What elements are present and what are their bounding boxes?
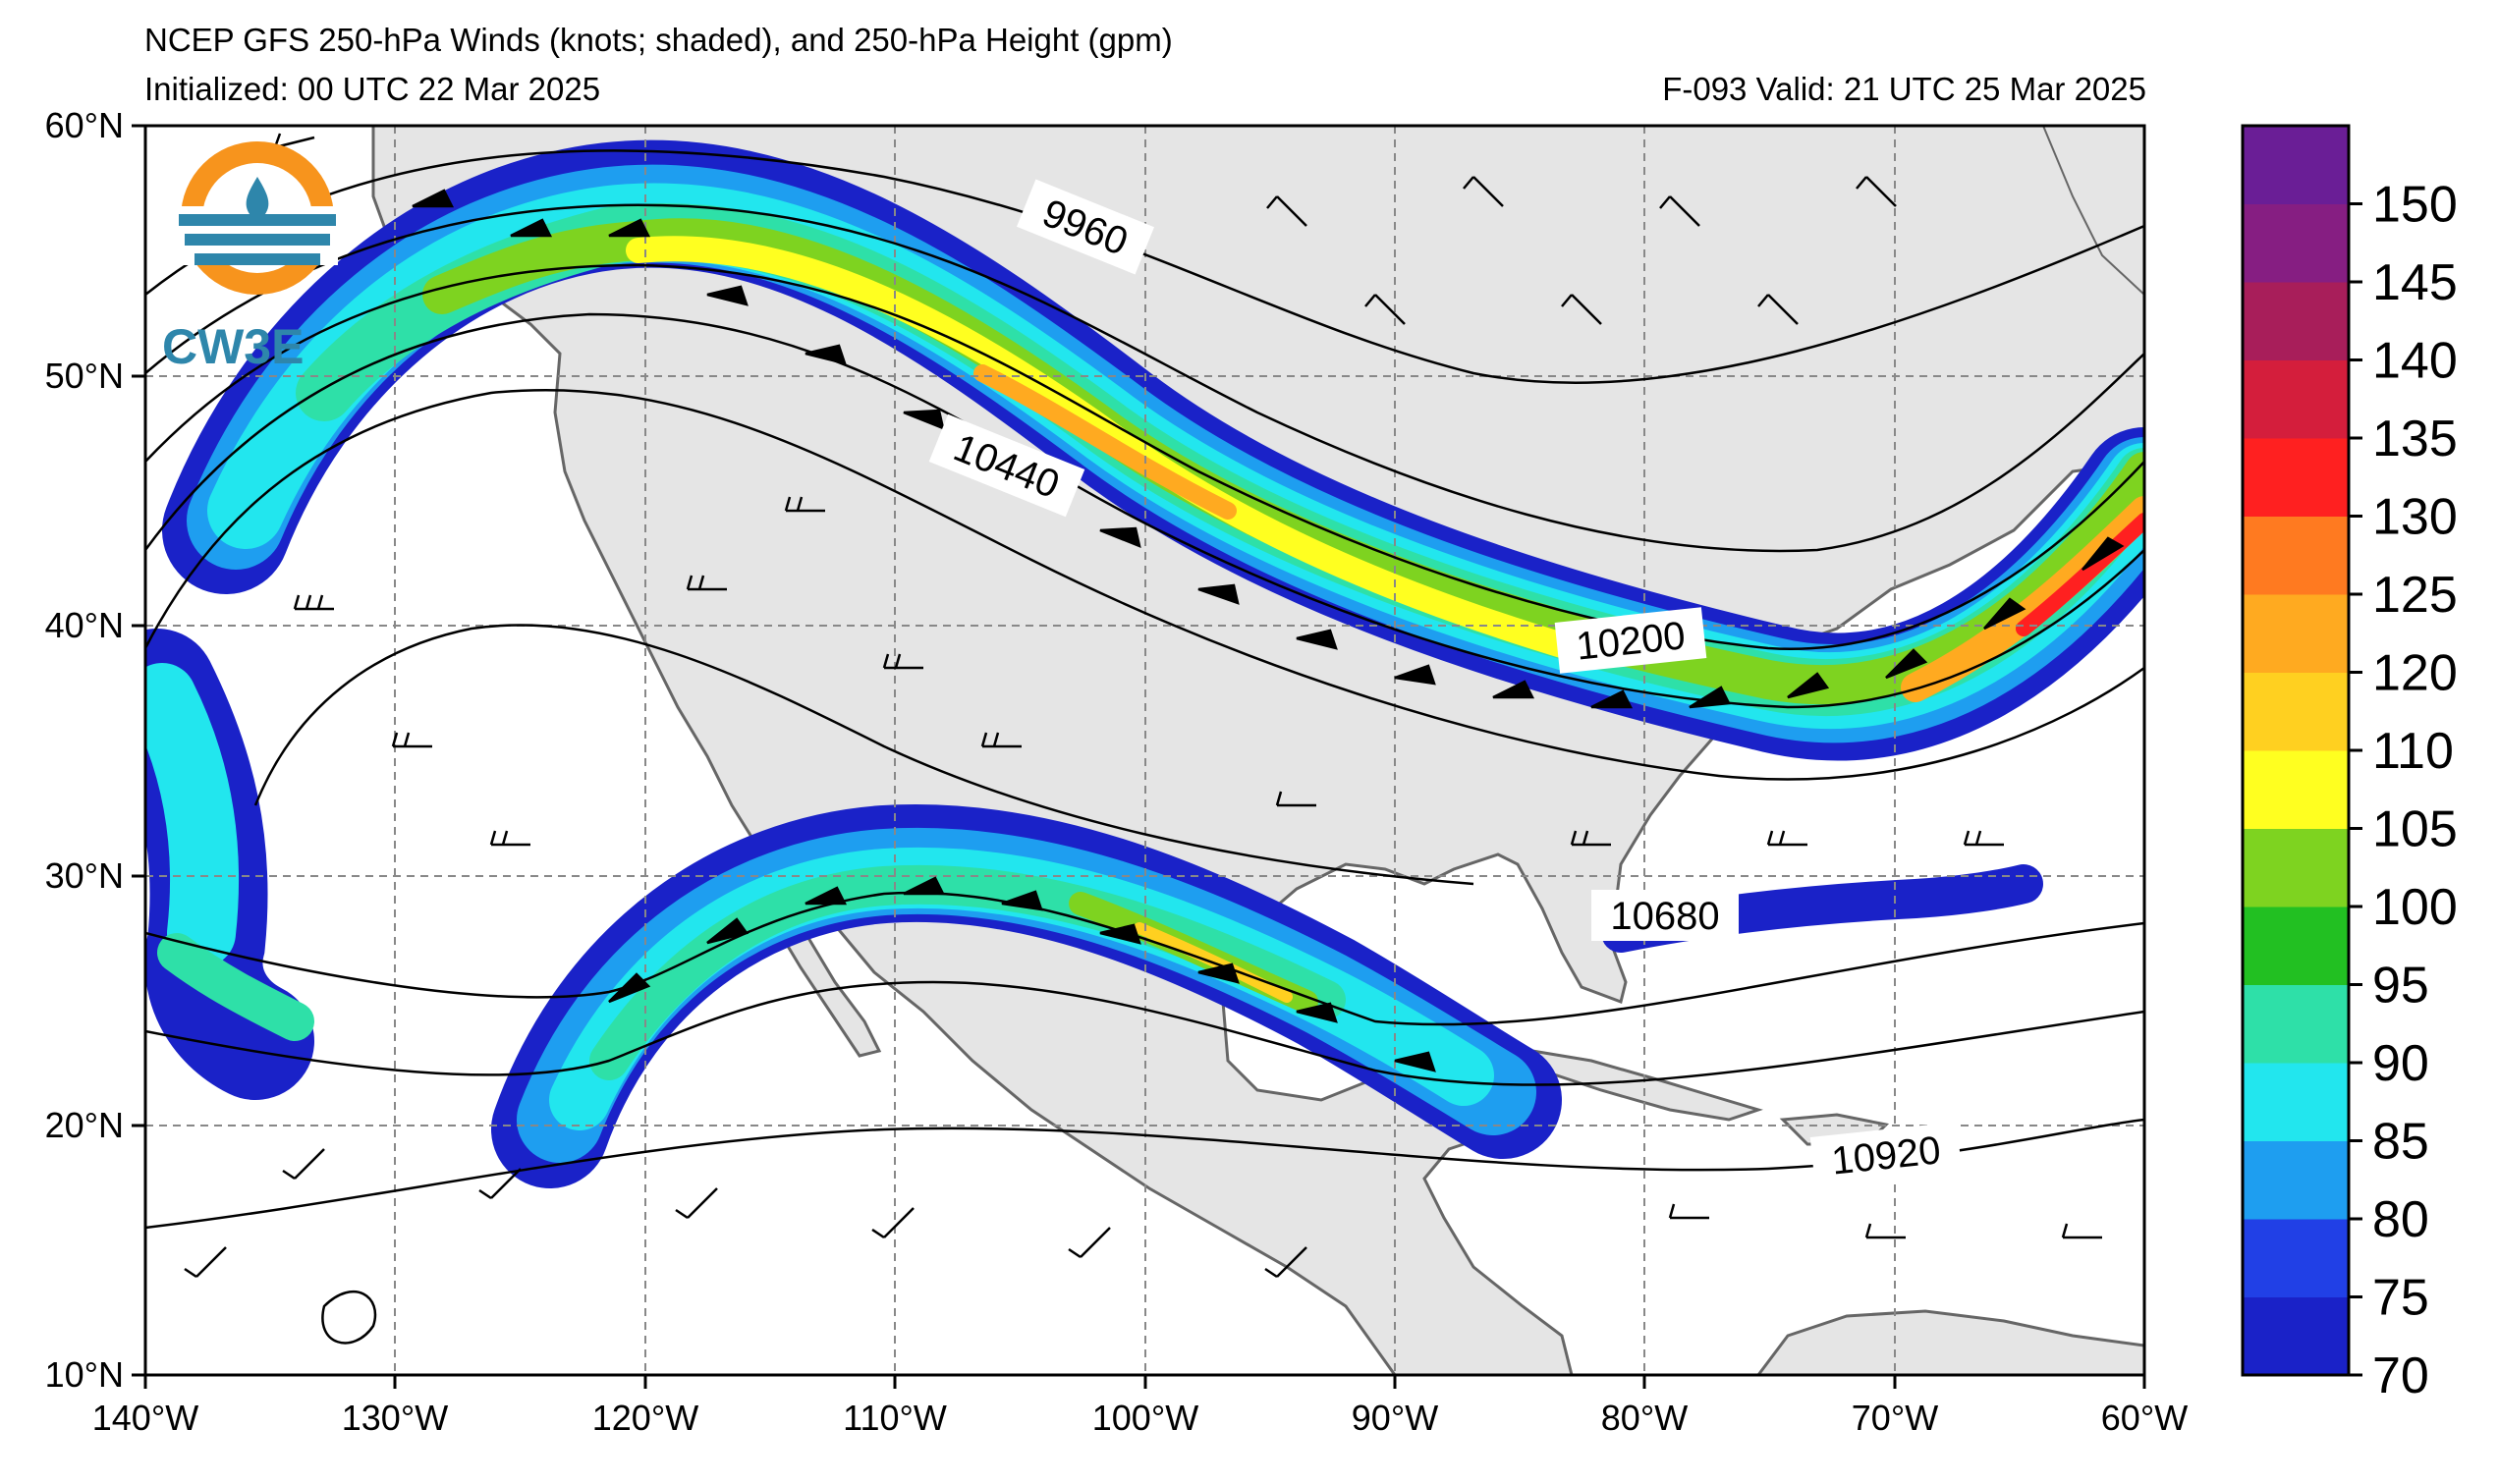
svg-text:110°W: 110°W (843, 1398, 947, 1438)
colorbar-swatch (2243, 359, 2349, 439)
contour-label-10680: 10680 (1591, 890, 1739, 941)
colorbar-tick-label: 125 (2372, 567, 2458, 624)
wind-barbs (184, 133, 2125, 1279)
colorbar-swatch (2243, 516, 2349, 595)
colorbar-tick-label: 130 (2372, 489, 2458, 546)
colorbar-tick-label: 120 (2372, 645, 2458, 702)
colorbar-tick-label: 75 (2372, 1270, 2429, 1327)
colorbar-swatch (2243, 750, 2349, 829)
south-america-land (1756, 1309, 2144, 1375)
contour-label-10920: 10920 (1809, 1122, 1963, 1188)
colorbar-tick-label: 70 (2372, 1347, 2429, 1404)
colorbar: 70 75 80 85 90 95 100 105 110 120 125 130 135 140 145 1… (2241, 124, 2458, 1404)
svg-text:80°W: 80°W (1601, 1398, 1688, 1438)
svg-text:140°W: 140°W (92, 1398, 198, 1438)
svg-text:60°N: 60°N (45, 105, 124, 145)
colorbar-swatch (2243, 203, 2349, 283)
initialized-time: Initialized: 00 UTC 22 Mar 2025 (144, 71, 601, 107)
colorbar-swatch (2243, 984, 2349, 1064)
colorbar-swatch (2243, 1296, 2349, 1376)
colorbar-swatch (2243, 438, 2349, 517)
svg-text:90°W: 90°W (1352, 1398, 1438, 1438)
colorbar-swatch (2243, 907, 2349, 985)
colorbar-tick-label: 80 (2372, 1191, 2429, 1248)
colorbar-tick-label: 140 (2372, 333, 2458, 390)
colorbar-tick-label: 110 (2372, 723, 2454, 780)
svg-text:20°N: 20°N (45, 1105, 124, 1145)
labrador-coast (2041, 126, 2144, 297)
colorbar-tick-label: 135 (2372, 411, 2458, 467)
colorbar-swatch (2243, 828, 2349, 907)
svg-text:120°W: 120°W (592, 1398, 698, 1438)
colorbar-tick-label: 105 (2372, 801, 2458, 858)
svg-text:10680: 10680 (1610, 895, 1719, 938)
colorbar-tick-label: 150 (2372, 177, 2458, 234)
svg-text:30°N: 30°N (45, 855, 124, 896)
svg-text:60°W: 60°W (2101, 1398, 2188, 1438)
svg-text:70°W: 70°W (1852, 1398, 1938, 1438)
axis-ticks (132, 124, 2146, 1389)
contour-label-10200: 10200 (1554, 607, 1707, 674)
colorbar-tick-label: 145 (2372, 254, 2458, 311)
graticule (145, 126, 2144, 1375)
colorbar-swatch (2243, 126, 2349, 204)
colorbar-swatch (2243, 594, 2349, 673)
svg-text:100°W: 100°W (1092, 1398, 1198, 1438)
colorbar-swatch (2243, 1063, 2349, 1141)
colorbar-swatch (2243, 1219, 2349, 1297)
svg-text:50°N: 50°N (45, 356, 124, 396)
colorbar-tick-label: 95 (2372, 958, 2429, 1015)
colorbar-tick-label: 90 (2372, 1035, 2429, 1092)
colorbar-swatch (2243, 282, 2349, 360)
valid-time: F-093 Valid: 21 UTC 25 Mar 2025 (1662, 71, 2146, 107)
colorbar-tick-label: 85 (2372, 1114, 2429, 1171)
svg-text:130°W: 130°W (342, 1398, 448, 1438)
svg-text:40°N: 40°N (45, 605, 124, 645)
colorbar-tick-label: 100 (2372, 879, 2458, 936)
svg-text:CW3E: CW3E (162, 319, 304, 374)
cw3e-logo: CW3E (162, 141, 338, 374)
map-title: NCEP GFS 250-hPa Winds (knots; shaded), … (144, 22, 1173, 58)
colorbar-swatch (2243, 672, 2349, 751)
colorbar-swatch (2243, 1140, 2349, 1220)
latitude-labels: 60°N 50°N 40°N 30°N 20°N 10°N (45, 105, 124, 1395)
cuba-land (1529, 1049, 1763, 1122)
longitude-labels: 140°W 130°W 120°W 110°W 100°W 90°W 80°W … (92, 1398, 2188, 1438)
svg-text:10°N: 10°N (45, 1354, 124, 1395)
